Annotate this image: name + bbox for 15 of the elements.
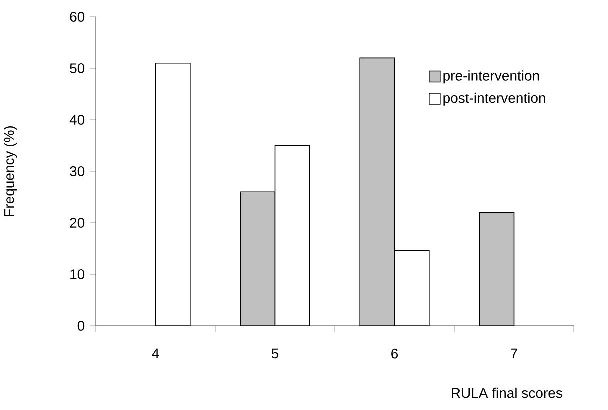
legend-label: post-intervention (444, 92, 546, 106)
y-tick-label: 10 (70, 270, 85, 280)
y-axis-title: Frequency (%) (4, 126, 18, 216)
y-tick-label: 0 (78, 321, 85, 331)
x-tick-label: 7 (511, 348, 518, 358)
y-tick-label: 50 (70, 64, 85, 74)
y-tick-label: 40 (70, 115, 85, 125)
legend-label: pre-intervention (444, 70, 540, 84)
x-tick-label: 5 (272, 348, 279, 359)
x-axis-title: RULA final scores (452, 388, 562, 398)
x-tick-label: 6 (392, 348, 398, 359)
y-tick-label: 60 (70, 12, 85, 22)
y-tick-label: 30 (70, 166, 85, 176)
x-tick-label: 4 (152, 348, 160, 358)
y-tick-label: 20 (70, 218, 85, 228)
